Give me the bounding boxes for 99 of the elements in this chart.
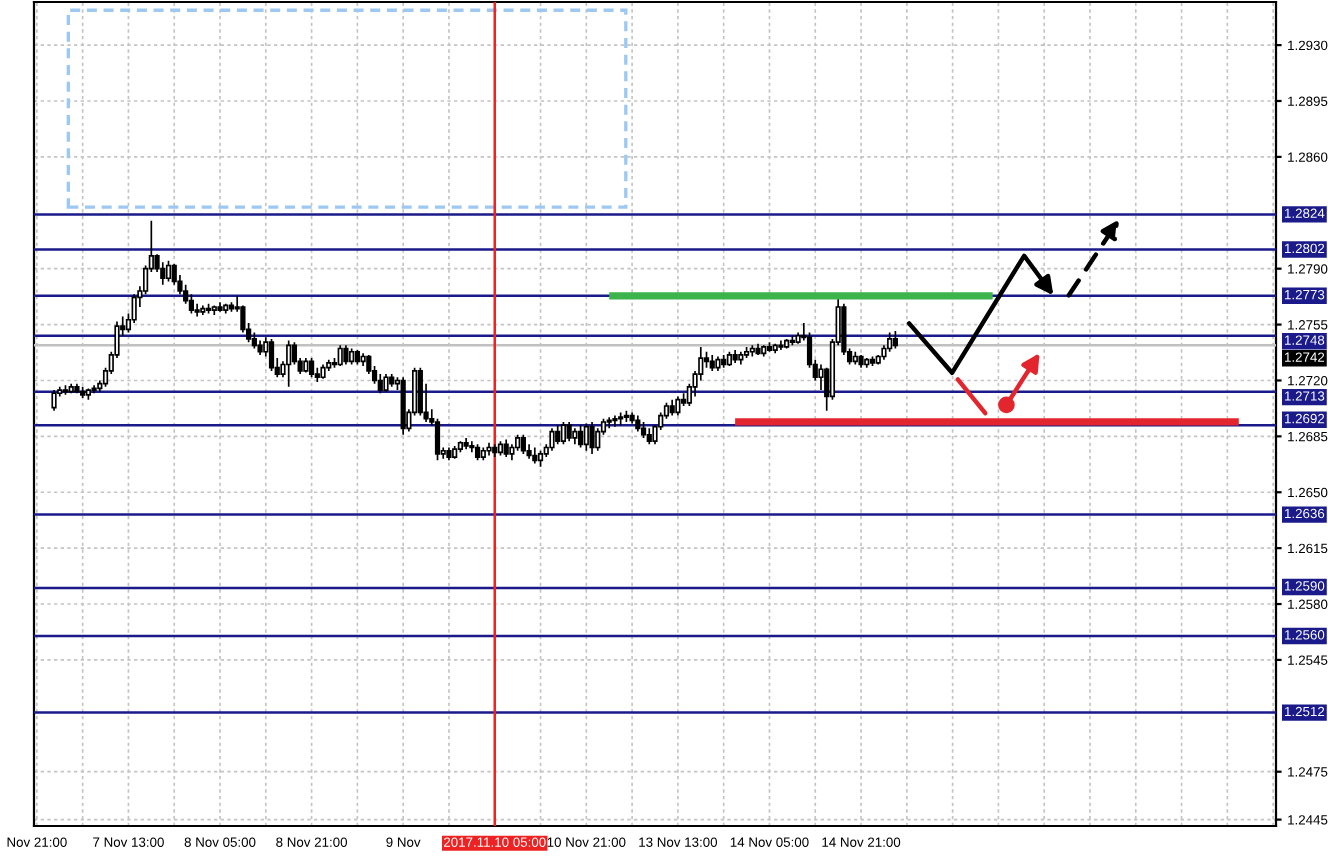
candlestick	[480, 446, 486, 462]
candlestick	[205, 302, 212, 315]
candlestick	[629, 411, 635, 425]
candlestick	[360, 352, 366, 367]
candlestick	[68, 382, 74, 395]
candlestick	[257, 339, 263, 356]
candlestick	[160, 261, 166, 286]
candlestick	[635, 414, 641, 433]
candlestick	[858, 354, 864, 369]
candlestick	[589, 421, 595, 455]
candlestick	[646, 427, 652, 446]
candlestick	[864, 357, 870, 369]
candlestick	[286, 339, 292, 388]
candlestick	[303, 357, 309, 374]
candlestick	[669, 398, 675, 417]
candlestick	[200, 304, 206, 316]
candlestick	[497, 440, 504, 457]
candlestick	[583, 422, 589, 452]
candlestick	[463, 437, 469, 450]
candlestick	[474, 443, 481, 462]
candlestick	[726, 350, 733, 367]
candlestick	[566, 421, 572, 442]
candlestick	[240, 304, 246, 334]
candlestick	[766, 341, 773, 353]
candlestick	[223, 302, 229, 315]
candlestick	[749, 344, 755, 358]
candlestick	[349, 347, 355, 366]
candlestick	[434, 417, 441, 462]
candlestick	[577, 424, 584, 449]
candlestick	[789, 334, 795, 347]
candlestick	[486, 441, 492, 457]
candlestick	[80, 386, 86, 399]
candlestick	[520, 433, 526, 455]
candlestick	[326, 358, 332, 372]
candlestick	[51, 389, 57, 412]
candlestick	[549, 427, 555, 452]
candlestick	[383, 373, 389, 393]
candlestick	[62, 384, 69, 396]
candlestick	[761, 344, 767, 358]
candlestick	[194, 302, 200, 318]
candlestick	[784, 338, 790, 350]
candlestick	[85, 387, 91, 401]
candlestick	[165, 259, 172, 283]
candlestick	[892, 330, 898, 350]
candlestick	[314, 366, 320, 383]
candlestick	[492, 443, 498, 458]
candlestick	[738, 350, 744, 366]
candlestick	[606, 416, 612, 430]
candlestick	[503, 438, 509, 458]
candlestick	[211, 304, 217, 316]
candlestick	[509, 443, 515, 462]
candlestick	[623, 409, 629, 423]
candlestick	[320, 363, 326, 380]
candlestick	[887, 331, 893, 353]
candlestick	[795, 331, 801, 345]
candlestick	[595, 427, 601, 452]
candlestick	[188, 293, 195, 315]
candlestick	[555, 424, 561, 446]
candlestick	[675, 395, 681, 417]
candlestick	[755, 342, 761, 356]
candlestick	[452, 445, 458, 460]
candlestick	[389, 373, 395, 388]
candlestick	[228, 301, 235, 313]
candlestick	[640, 421, 647, 439]
candlestick	[217, 301, 223, 313]
candlestick	[74, 382, 80, 395]
candlestick	[446, 446, 452, 462]
candlestick	[515, 433, 521, 452]
candlestick	[732, 349, 738, 364]
candlestick	[772, 342, 778, 355]
candlestick	[377, 373, 383, 395]
candlestick	[417, 366, 423, 417]
candlestick	[715, 355, 721, 372]
candlestick	[183, 283, 189, 305]
candlestick	[343, 344, 349, 366]
candlestick	[572, 427, 578, 446]
candlestick	[91, 384, 97, 395]
candlestick	[778, 339, 784, 351]
candlestick	[537, 449, 544, 468]
candlestick	[400, 376, 406, 436]
candlestick	[457, 440, 464, 454]
candlestick	[171, 263, 177, 286]
candlestick	[308, 357, 315, 379]
candlestick	[721, 354, 727, 369]
candlestick	[560, 421, 567, 446]
candlestick	[618, 411, 624, 427]
candlestick	[869, 355, 876, 367]
candlestick	[251, 331, 257, 350]
candlestick	[841, 302, 847, 356]
candlestick	[526, 443, 532, 460]
candlestick	[743, 346, 750, 359]
candlestick	[532, 446, 538, 465]
candlestick	[337, 344, 343, 367]
candlestick	[268, 338, 275, 372]
candlestick	[852, 350, 858, 366]
candlestick	[354, 349, 360, 366]
candlestick	[709, 354, 715, 372]
candlestick	[469, 440, 475, 454]
candlestick	[612, 414, 618, 428]
